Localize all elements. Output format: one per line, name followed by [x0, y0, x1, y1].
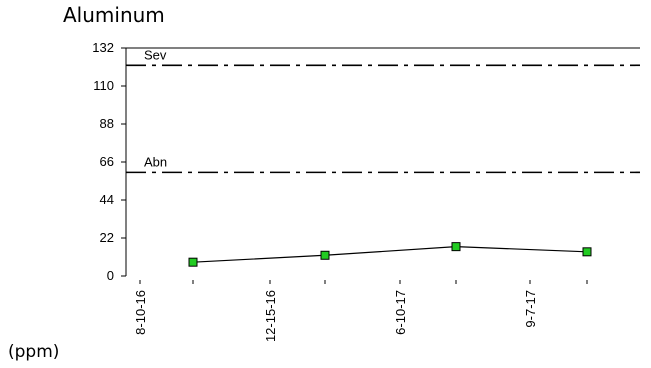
y-axis-unit-label: (ppm): [8, 342, 60, 362]
x-tick-label: 8-10-16: [133, 290, 148, 335]
y-tick-label: 110: [93, 78, 114, 93]
x-tick-label: 9-7-17: [523, 290, 538, 328]
x-tick-label: 12-15-16: [263, 290, 278, 342]
y-tick-label: 132: [92, 40, 114, 55]
y-tick-label: 88: [100, 116, 114, 131]
y-tick-label: 44: [100, 192, 114, 207]
data-point: [188, 257, 198, 267]
threshold-label-abn: Abn: [144, 154, 167, 169]
series-line: [192, 246, 588, 263]
data-point: [582, 247, 592, 257]
threshold-label-sev: Sev: [144, 47, 167, 62]
y-tick-label: 22: [100, 230, 114, 245]
y-tick-label: 66: [100, 154, 114, 169]
data-point: [320, 250, 330, 260]
y-tick-label: 0: [107, 268, 114, 283]
chart-title: Aluminum: [63, 3, 165, 27]
data-point: [451, 242, 461, 252]
x-tick-label: 6-10-17: [393, 290, 408, 335]
